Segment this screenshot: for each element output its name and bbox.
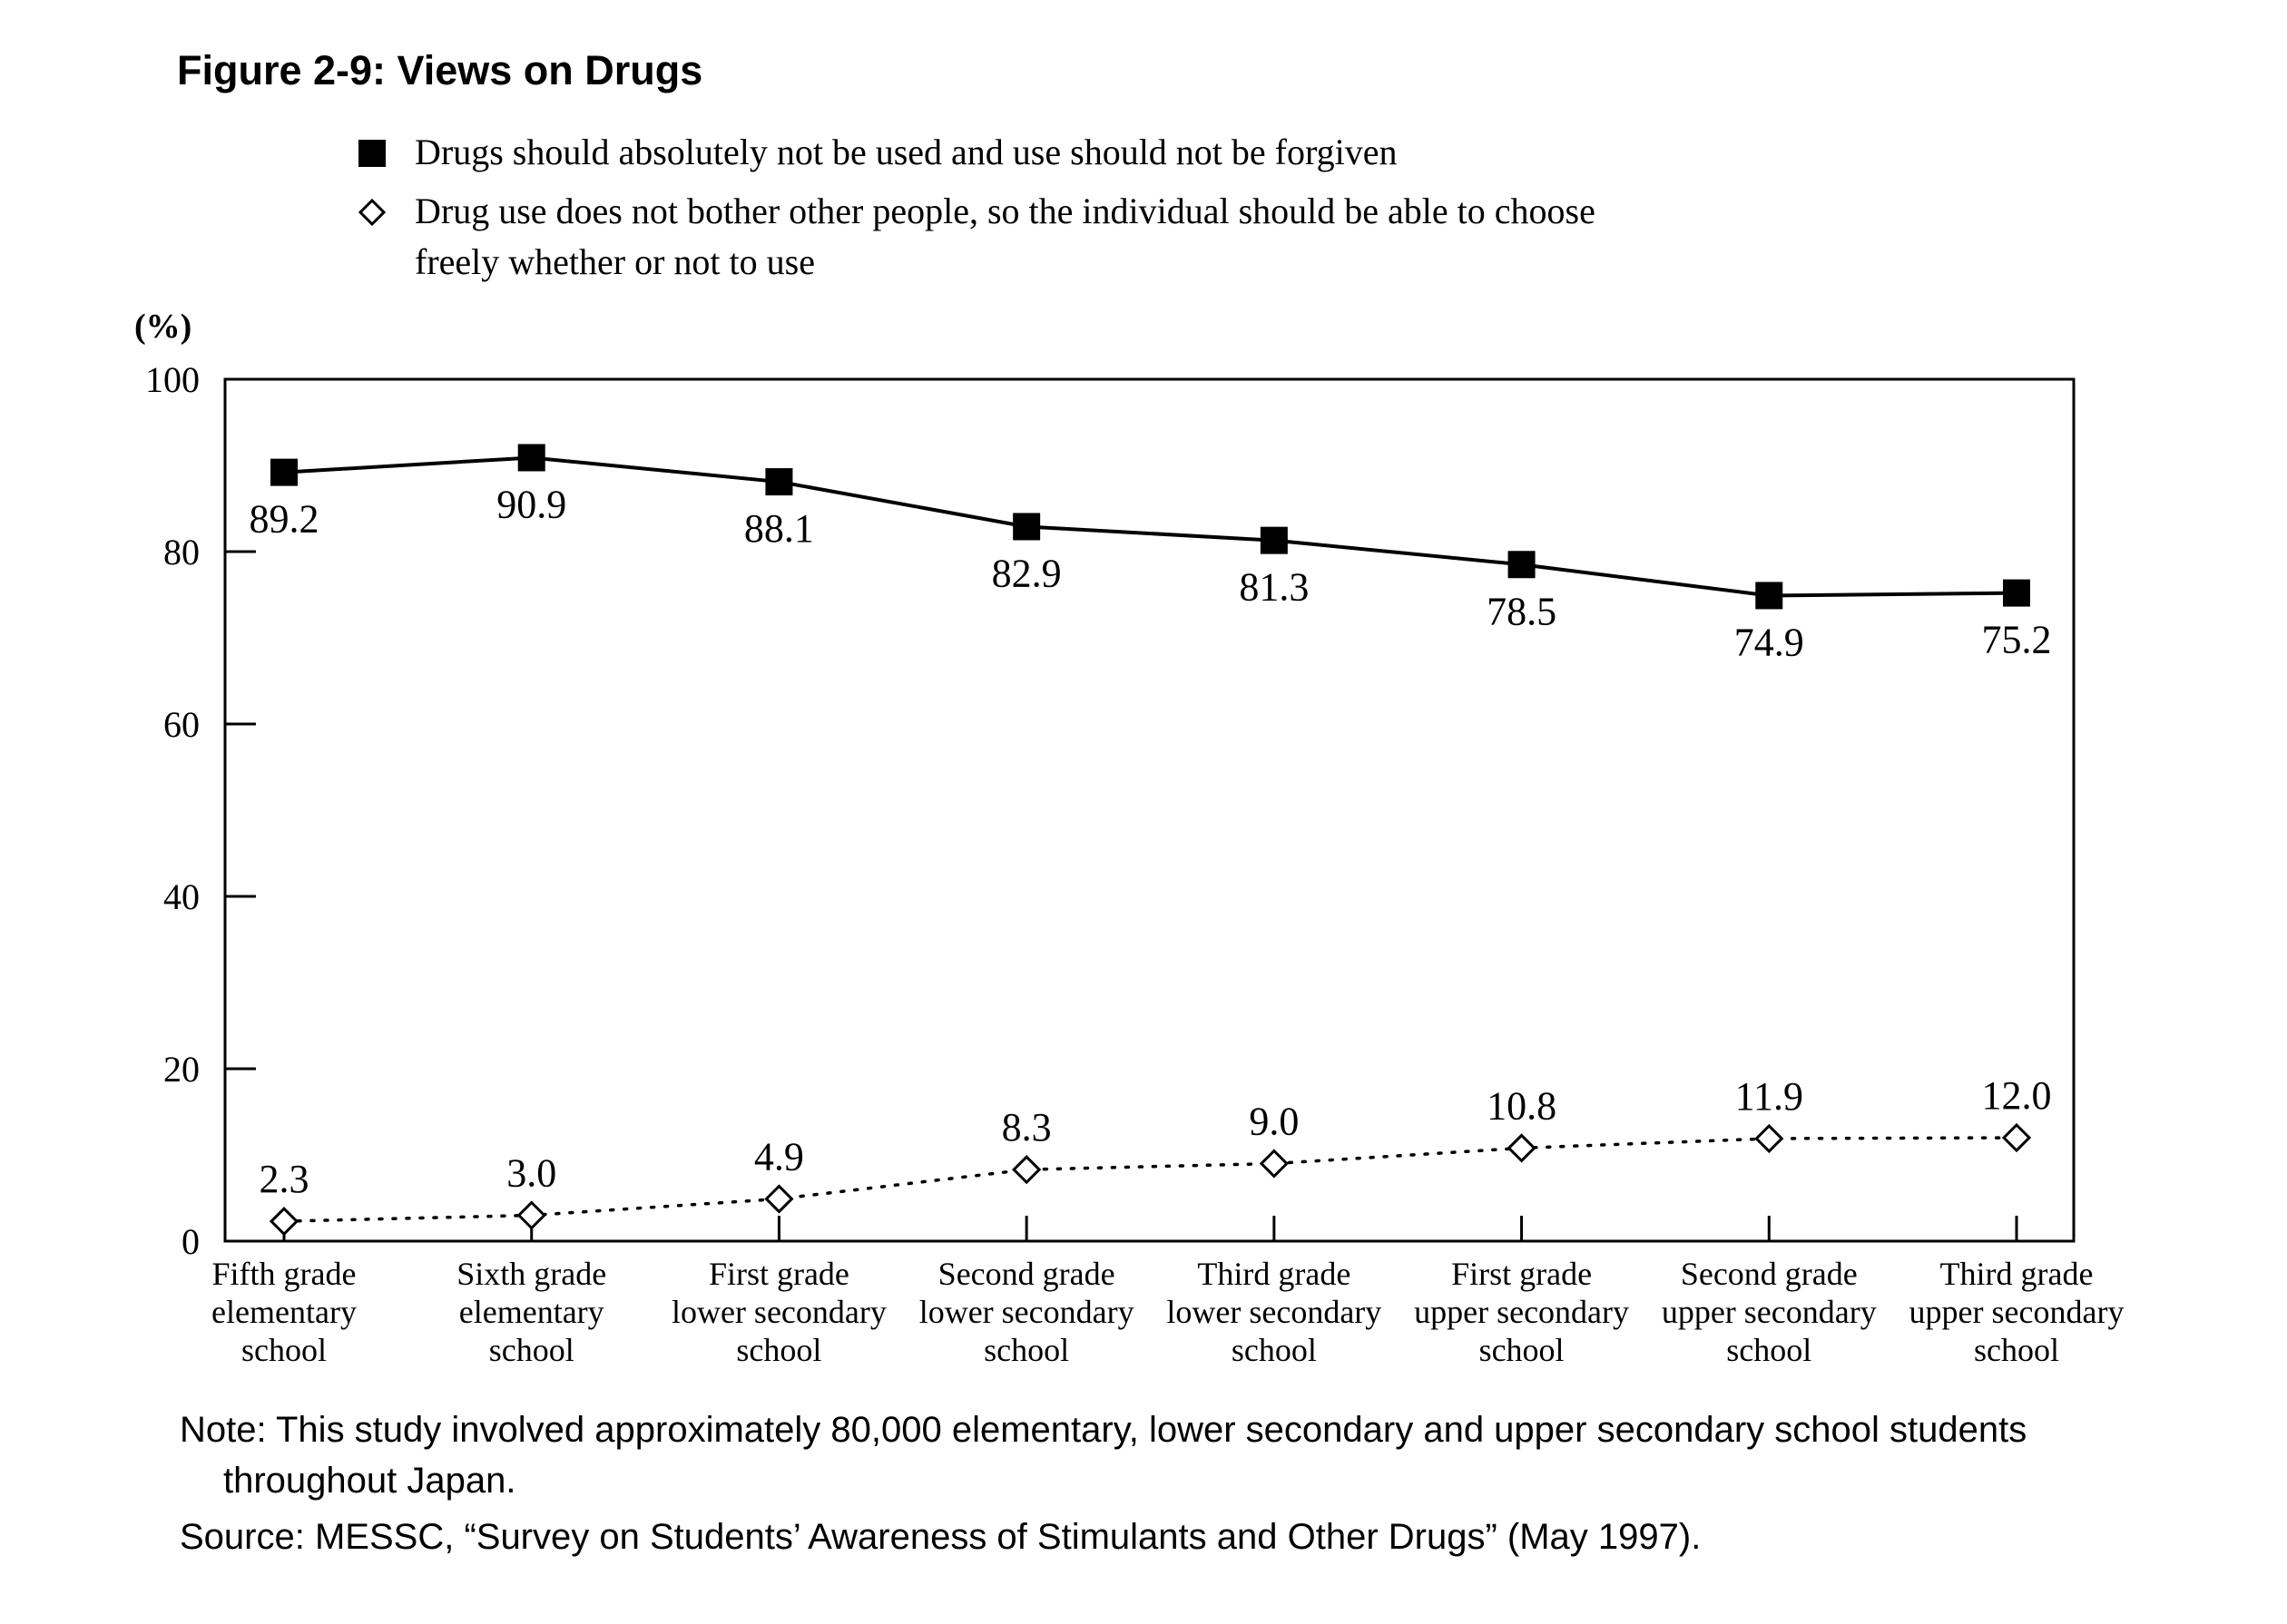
y-axis: 0 20 40 60 80 100 (%) bbox=[134, 308, 256, 1262]
series-lines bbox=[282, 455, 2018, 1223]
note: Note: This study involved approximately … bbox=[180, 1404, 2267, 1506]
series-2-data-label: 10.8 bbox=[1487, 1083, 1556, 1128]
x-tick-label-line: school bbox=[1726, 1332, 1811, 1368]
x-tick-label-line: school bbox=[736, 1332, 821, 1368]
open-diamond-icon bbox=[358, 199, 386, 226]
series-1-data-label: 88.1 bbox=[744, 506, 814, 551]
series-2-point bbox=[1754, 1123, 1784, 1154]
x-tick-label-line: school bbox=[1232, 1332, 1317, 1368]
chart-title: Figure 2-9: Views on Drugs bbox=[177, 47, 703, 93]
series-2-point bbox=[269, 1207, 299, 1237]
x-tick-label-line: lower secondary bbox=[919, 1294, 1134, 1330]
source: Source: MESSC, “Survey on Students’ Awar… bbox=[180, 1517, 1702, 1557]
legend-label-series1: Drugs should absolutely not be used and … bbox=[415, 132, 1398, 172]
series-1-data-label: 78.5 bbox=[1487, 589, 1556, 633]
x-tick-label-line: school bbox=[1974, 1332, 2059, 1368]
data-labels: 89.2 90.9 88.1 82.9 81.3 78.5 74.9 75.2 2.3 3.0 4.… bbox=[250, 482, 2052, 1201]
x-tick-label-line: Second grade bbox=[938, 1256, 1115, 1292]
legend-label-series2-line2: freely whether or not to use bbox=[415, 241, 815, 282]
series-2-point bbox=[516, 1200, 546, 1230]
x-tick-label-line: elementary bbox=[211, 1294, 357, 1330]
series-2-data-label: 8.3 bbox=[1002, 1105, 1052, 1150]
x-tick-label-line: Fifth grade bbox=[212, 1256, 357, 1292]
x-tick-label-line: Sixth grade bbox=[456, 1256, 606, 1292]
series-2-line bbox=[282, 1136, 2018, 1223]
x-tick-label: First grade lower secondary school bbox=[672, 1256, 887, 1368]
x-tick-label: Sixth grade elementary school bbox=[456, 1256, 606, 1368]
x-tick-label: Second grade lower secondary school bbox=[919, 1256, 1134, 1368]
x-tick-label-line: upper secondary bbox=[1414, 1294, 1629, 1330]
series-1-data-label: 82.9 bbox=[992, 551, 1062, 595]
series-2-point bbox=[1507, 1133, 1536, 1163]
x-tick-label-line: school bbox=[489, 1332, 574, 1368]
y-tick-label: 80 bbox=[163, 532, 200, 572]
series-1-point bbox=[270, 458, 298, 486]
filled-square-icon bbox=[358, 140, 386, 167]
x-tick-label-line: First grade bbox=[1451, 1256, 1592, 1292]
x-tick-label-line: Third grade bbox=[1197, 1256, 1350, 1292]
x-tick-label-line: Second grade bbox=[1681, 1256, 1858, 1292]
series-2-point bbox=[1259, 1149, 1289, 1179]
plot-frame bbox=[223, 377, 2076, 1243]
x-tick-label: Fifth grade elementary school bbox=[211, 1256, 357, 1368]
series-1-point bbox=[1260, 526, 1288, 554]
note-line1: Note: This study involved approximately … bbox=[180, 1410, 2027, 1450]
series-1-point bbox=[1013, 513, 1041, 541]
series-1-data-label: 74.9 bbox=[1734, 620, 1804, 664]
series-1-data-label: 75.2 bbox=[1982, 618, 2052, 662]
y-tick-label: 40 bbox=[163, 876, 200, 917]
x-tick-label-line: school bbox=[984, 1332, 1069, 1368]
x-tick-label: Third grade upper secondary school bbox=[1909, 1256, 2125, 1368]
series-1-point bbox=[517, 444, 545, 472]
series-2-point bbox=[764, 1184, 794, 1214]
series-markers bbox=[269, 444, 2032, 1237]
x-tick-label-line: school bbox=[241, 1332, 327, 1368]
series-2-data-label: 3.0 bbox=[506, 1151, 556, 1196]
legend-label-series2-line1: Drug use does not bother other people, s… bbox=[415, 191, 1595, 231]
x-tick-label-line: First grade bbox=[709, 1256, 849, 1292]
series-2-data-label: 11.9 bbox=[1735, 1074, 1803, 1119]
series-1-point bbox=[765, 468, 793, 496]
series-1-point bbox=[2003, 579, 2030, 607]
y-axis-label: (%) bbox=[134, 308, 191, 346]
x-tick-label-line: upper secondary bbox=[1909, 1294, 2125, 1330]
note-line2: throughout Japan. bbox=[223, 1461, 516, 1501]
x-tick-label-line: lower secondary bbox=[672, 1294, 887, 1330]
series-2-data-label: 12.0 bbox=[1982, 1073, 2052, 1118]
x-tick-label: First grade upper secondary school bbox=[1414, 1256, 1629, 1368]
y-tick-label: 100 bbox=[145, 359, 200, 400]
y-tick-label: 20 bbox=[163, 1049, 200, 1090]
series-1-line bbox=[283, 455, 2017, 598]
series-2-data-label: 9.0 bbox=[1249, 1100, 1299, 1144]
series-1-point bbox=[1507, 551, 1536, 579]
plot-area-border bbox=[223, 377, 2076, 1243]
x-tick-label: Second grade upper secondary school bbox=[1662, 1256, 1877, 1368]
x-tick-label-line: Third grade bbox=[1940, 1256, 2094, 1292]
series-2-data-label: 2.3 bbox=[260, 1157, 309, 1201]
series-2-data-label: 4.9 bbox=[754, 1134, 804, 1179]
x-tick-label-line: elementary bbox=[459, 1294, 604, 1330]
series-1-data-label: 90.9 bbox=[496, 482, 566, 526]
x-tick-label-line: upper secondary bbox=[1662, 1294, 1877, 1330]
x-tick-label-line: school bbox=[1479, 1332, 1565, 1368]
y-tick-label: 60 bbox=[163, 704, 200, 745]
series-2-point bbox=[1012, 1155, 1042, 1185]
series-1-data-label: 81.3 bbox=[1239, 565, 1309, 610]
legend-label-series2: Drug use does not bother other people, s… bbox=[415, 186, 1867, 288]
series-1-point bbox=[1755, 582, 1783, 610]
y-tick-label: 0 bbox=[182, 1221, 200, 1262]
series-1-data-label: 89.2 bbox=[250, 497, 319, 542]
x-tick-label: Third grade lower secondary school bbox=[1166, 1256, 1381, 1368]
x-tick-label-line: lower secondary bbox=[1166, 1294, 1381, 1330]
series-2-point bbox=[2001, 1122, 2032, 1153]
